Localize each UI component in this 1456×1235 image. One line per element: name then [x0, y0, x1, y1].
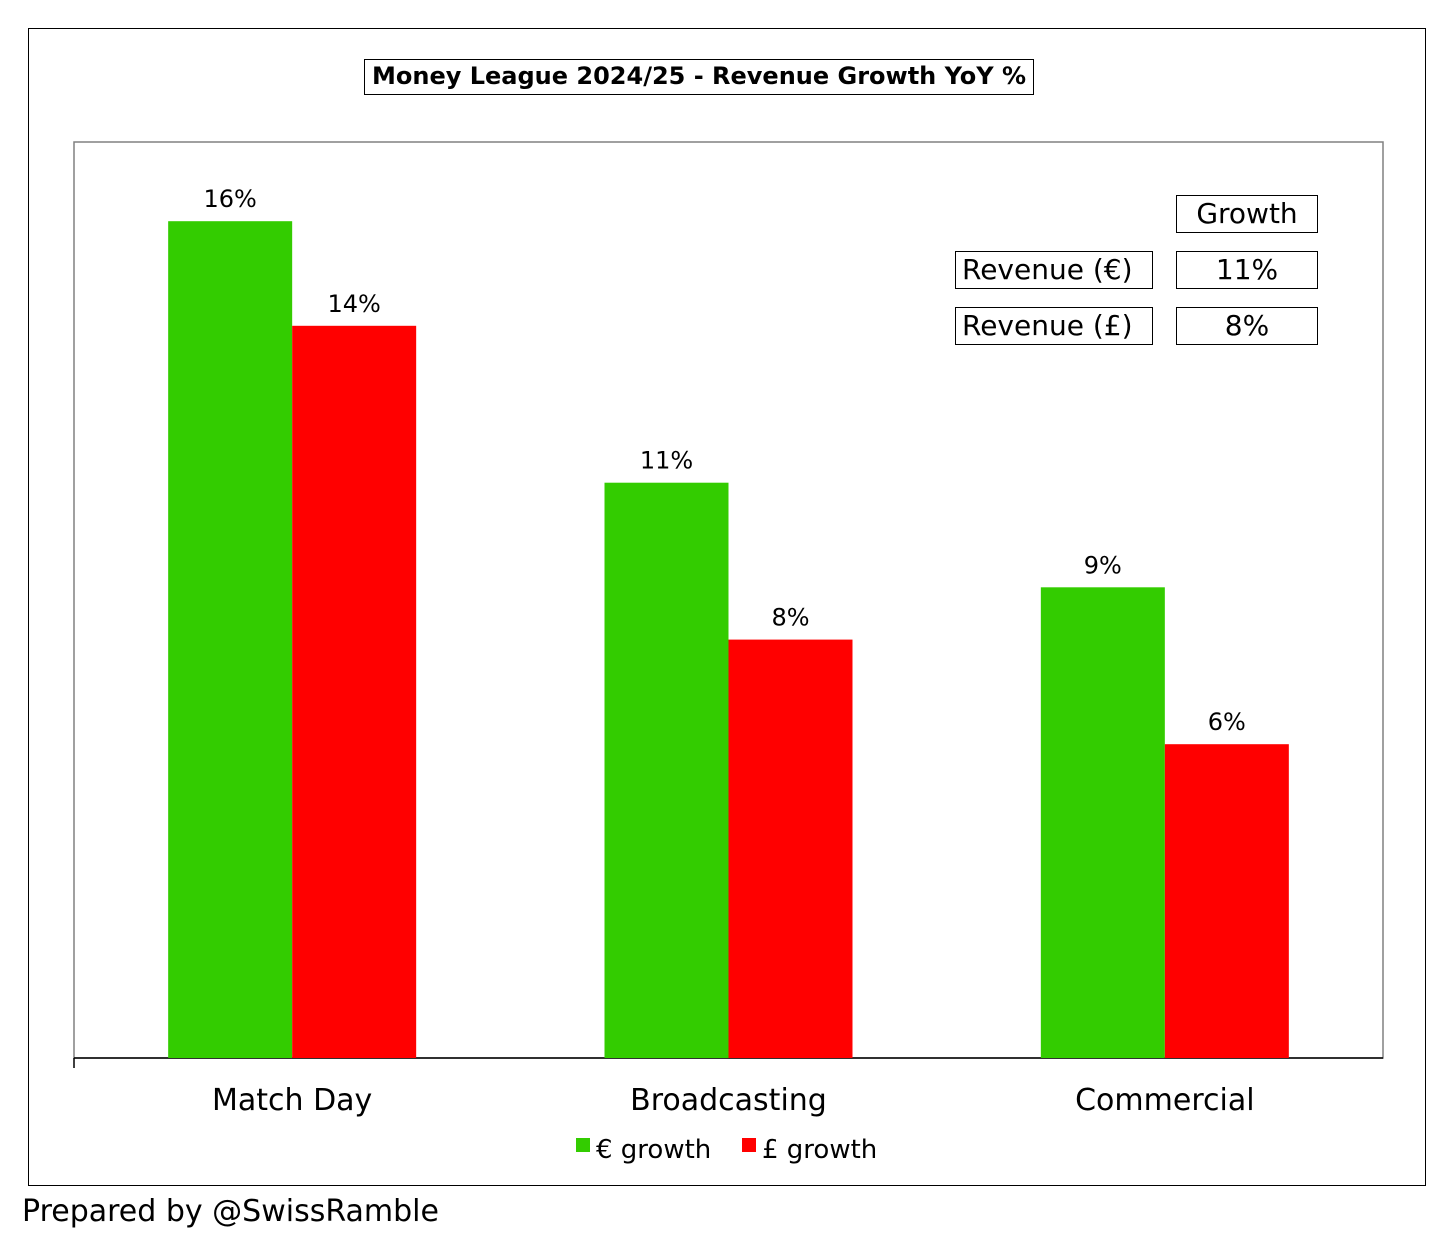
data-label-match-day-series-0: 16%	[203, 185, 256, 213]
bar-broadcasting-series-1	[728, 639, 853, 1058]
footer-credit: Prepared by @SwissRamble	[22, 1194, 439, 1229]
bar-commercial-series-1	[1164, 744, 1289, 1058]
data-label-commercial-series-1: 6%	[1208, 708, 1246, 736]
data-label-match-day-series-1: 14%	[327, 290, 380, 318]
legend: € growth £ growth	[576, 1135, 877, 1165]
bar-broadcasting-series-0	[604, 482, 729, 1058]
data-label-broadcasting-series-1: 8%	[771, 604, 809, 632]
legend-swatch-series-1	[742, 1138, 756, 1152]
inset-row-value-gbp: 8%	[1176, 307, 1318, 345]
inset-row-label-gbp: Revenue (£)	[955, 307, 1153, 345]
x-tick-label-broadcasting: Broadcasting	[630, 1083, 827, 1118]
bar-match-day-series-0	[168, 221, 293, 1058]
bar-match-day-series-1	[292, 325, 417, 1058]
data-label-commercial-series-0: 9%	[1084, 551, 1122, 579]
inset-row-value-eur: 11%	[1176, 251, 1318, 289]
legend-swatch-series-0	[576, 1138, 590, 1152]
x-tick-label-commercial: Commercial	[1075, 1083, 1254, 1118]
chart-frame	[28, 28, 1426, 1186]
inset-row-label-eur: Revenue (€)	[955, 251, 1153, 289]
bars-layer	[168, 221, 1289, 1058]
bar-commercial-series-0	[1040, 587, 1165, 1058]
legend-label-series-0: € growth	[596, 1135, 711, 1165]
x-tick-label-match-day: Match Day	[212, 1083, 372, 1118]
data-label-broadcasting-series-0: 11%	[640, 447, 693, 475]
legend-label-series-1: £ growth	[762, 1135, 877, 1165]
labels-layer: 16% 14% Match Day 11% 8% Broadcasting 9% 6% Comm…	[203, 185, 1254, 1118]
inset-header-growth: Growth	[1176, 195, 1318, 233]
chart-title: Money League 2024/25 - Revenue Growth Yo…	[364, 59, 1035, 95]
